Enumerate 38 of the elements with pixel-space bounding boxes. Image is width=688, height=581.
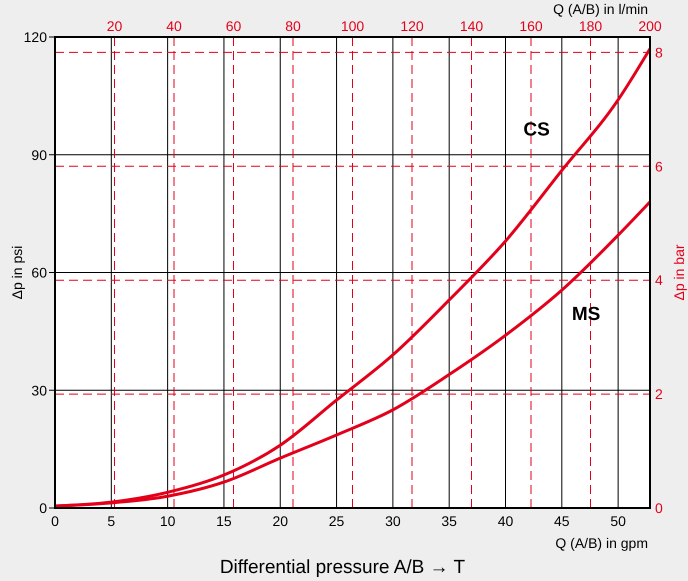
x-tick-label: 45: [554, 513, 570, 529]
y-tick-label: 30: [31, 382, 48, 398]
y2-tick-label: 6: [655, 158, 663, 174]
x-tick-label: 25: [328, 513, 345, 529]
series-label: MS: [572, 304, 600, 326]
y-tick-label: 120: [24, 29, 48, 45]
x2-tick-label: 60: [226, 18, 242, 34]
x2-tick-label: 180: [578, 18, 602, 34]
x2-tick-label: 120: [400, 18, 424, 34]
x2-tick-label: 160: [519, 18, 543, 34]
x-axis-title: Q (A/B) in gpm: [555, 535, 648, 551]
x2-tick-label: 20: [106, 18, 122, 34]
x2-tick-label: 80: [285, 18, 301, 34]
x-tick-label: 15: [216, 513, 232, 529]
y2-tick-label: 8: [655, 44, 663, 60]
y-tick-label: 90: [31, 146, 48, 163]
x2-axis-title: Q (A/B) in l/min: [553, 1, 648, 17]
x2-tick-label: 40: [166, 18, 182, 34]
x-tick-label: 10: [160, 513, 176, 529]
x-tick-label: 35: [441, 513, 458, 529]
x2-tick-label: 200: [638, 18, 662, 34]
x-tick-label: 5: [107, 513, 116, 529]
y2-tick-label: 0: [655, 500, 663, 516]
x2-tick-label: 140: [460, 18, 484, 34]
text: Differential pressure A/B → T: [220, 557, 466, 578]
x-tick-label: 20: [272, 513, 288, 529]
x-tick-label: 30: [385, 513, 401, 529]
y2-tick-label: 4: [655, 272, 663, 288]
x-tick-label: 40: [498, 513, 514, 529]
x2-tick-label: 100: [340, 18, 364, 34]
y-tick-label: 0: [39, 500, 48, 516]
y-tick-label: 60: [31, 264, 48, 280]
x-tick-label: 50: [610, 513, 626, 529]
series-label: CS: [523, 119, 550, 140]
y2-axis-title: Δp in bar: [671, 244, 687, 301]
x-tick-label: 0: [51, 513, 60, 529]
y2-tick-label: 2: [655, 386, 663, 402]
y-axis-title: Δp in psi: [9, 246, 25, 300]
